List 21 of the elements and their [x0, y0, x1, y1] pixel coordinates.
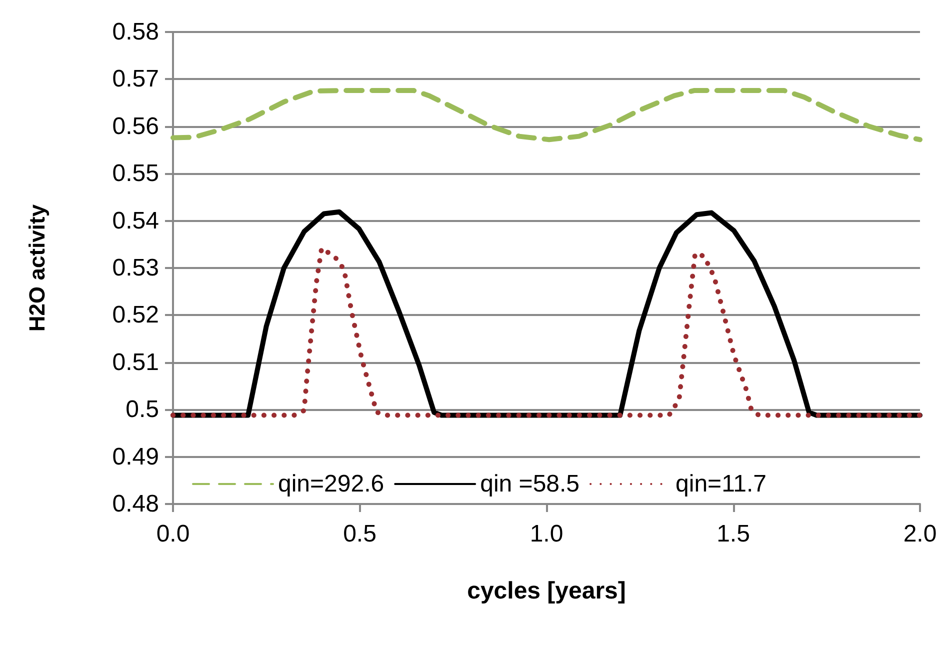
- y-tick-label: 0.56: [112, 112, 159, 140]
- y-tick-label: 0.48: [112, 490, 159, 518]
- y-tick-label: 0.54: [112, 207, 159, 234]
- y-tick-label: 0.5: [126, 396, 159, 424]
- legend-label: qin =58.5: [480, 470, 580, 498]
- y-tick-label: 0.57: [112, 66, 159, 93]
- y-tick-label: 0.49: [112, 443, 159, 470]
- x-tick-label: 2.0: [903, 520, 937, 548]
- y-tick-label: 0.58: [112, 18, 159, 46]
- x-axis-title: cycles [years]: [467, 578, 626, 604]
- y-axis-title: H2O activity: [24, 204, 50, 332]
- legend-label: qin=292.6: [278, 470, 384, 498]
- y-tick-label: 0.53: [112, 254, 159, 282]
- x-tick-label: 1.5: [716, 520, 750, 548]
- x-tick-label: 0.0: [156, 520, 190, 548]
- y-tick-label: 0.52: [112, 302, 159, 329]
- x-tick-label: 0.5: [343, 520, 376, 548]
- y-tick-label: 0.55: [112, 160, 159, 188]
- legend-label: qin=11.7: [676, 470, 767, 498]
- y-tick-label: 0.51: [112, 348, 159, 376]
- x-tick-label: 1.0: [530, 520, 564, 548]
